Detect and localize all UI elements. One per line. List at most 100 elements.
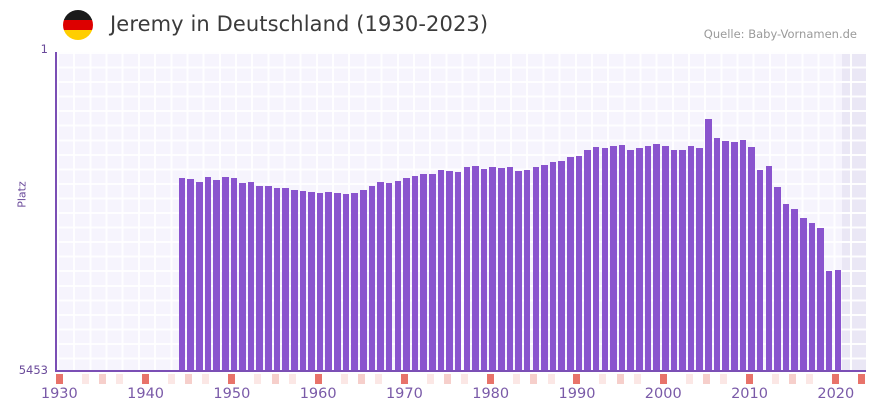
bar[interactable]	[290, 190, 298, 370]
bar[interactable]	[515, 171, 522, 370]
bar[interactable]	[247, 182, 255, 370]
bar[interactable]	[636, 148, 643, 370]
bar[interactable]	[627, 150, 634, 370]
x-axis-label: 1950	[213, 386, 251, 402]
bar[interactable]	[299, 191, 307, 370]
bar[interactable]	[774, 187, 781, 370]
bar[interactable]	[342, 194, 350, 370]
bar[interactable]	[670, 150, 678, 370]
bar[interactable]	[825, 271, 833, 370]
x-axis-tick-major	[314, 374, 322, 384]
bar[interactable]	[506, 167, 514, 370]
bar[interactable]	[351, 193, 358, 370]
bar[interactable]	[437, 170, 445, 370]
bar[interactable]	[541, 165, 548, 370]
bar[interactable]	[705, 119, 712, 370]
bar[interactable]	[178, 178, 186, 370]
bar[interactable]	[334, 193, 341, 370]
bar[interactable]	[834, 270, 842, 370]
bar[interactable]	[601, 148, 609, 370]
bar[interactable]	[722, 141, 729, 370]
bar[interactable]	[187, 179, 194, 370]
bar[interactable]	[739, 140, 747, 370]
bar[interactable]	[800, 218, 807, 370]
bar[interactable]	[575, 156, 583, 370]
bar[interactable]	[316, 193, 324, 370]
bar[interactable]	[454, 172, 462, 370]
bar[interactable]	[230, 178, 238, 370]
x-axis-tick-major	[832, 374, 840, 384]
bar[interactable]	[368, 186, 376, 370]
bar[interactable]	[403, 178, 410, 370]
bar[interactable]	[730, 142, 738, 370]
bar[interactable]	[808, 223, 816, 370]
x-axis-tick-minor	[81, 374, 89, 384]
bar[interactable]	[282, 188, 289, 370]
source-attribution: Quelle: Baby-Vornamen.de	[703, 27, 857, 41]
x-axis-tick-minor	[340, 374, 348, 384]
bar[interactable]	[696, 148, 704, 370]
bar[interactable]	[679, 150, 686, 370]
bar[interactable]	[420, 174, 427, 370]
bar[interactable]	[196, 182, 203, 370]
bar[interactable]	[618, 145, 626, 370]
bar[interactable]	[472, 166, 479, 370]
bar[interactable]	[204, 177, 212, 370]
x-axis-tick-major	[55, 374, 63, 384]
y-axis-tick-top: 1	[40, 42, 48, 56]
bar[interactable]	[239, 183, 246, 370]
bar[interactable]	[687, 146, 695, 370]
x-axis-tick-minor	[254, 374, 262, 384]
bar[interactable]	[661, 146, 669, 370]
x-axis-label: 1930	[40, 386, 78, 402]
bar[interactable]	[463, 167, 471, 370]
bar[interactable]	[756, 170, 764, 370]
bar[interactable]	[532, 167, 540, 370]
bar[interactable]	[610, 146, 617, 370]
bar[interactable]	[791, 209, 798, 370]
plot-area	[55, 52, 866, 372]
bar[interactable]	[644, 146, 652, 370]
bar[interactable]	[765, 166, 773, 370]
bar[interactable]	[523, 170, 531, 370]
bar[interactable]	[653, 144, 660, 370]
bar[interactable]	[360, 190, 367, 370]
x-axis-tick-minor	[357, 374, 365, 384]
bar[interactable]	[213, 180, 220, 370]
bar[interactable]	[308, 192, 315, 370]
german-flag-icon	[63, 10, 93, 40]
x-axis-tick-minor	[426, 374, 434, 384]
bar[interactable]	[429, 174, 436, 370]
y-axis-title: Platz	[15, 181, 29, 208]
bar[interactable]	[385, 183, 393, 370]
x-axis-tick-minor	[771, 374, 779, 384]
bar[interactable]	[394, 181, 402, 370]
x-axis-tick-minor	[444, 374, 452, 384]
bar[interactable]	[567, 157, 574, 370]
x-axis-tick-major	[142, 374, 150, 384]
x-axis-ticks	[55, 374, 866, 384]
bar[interactable]	[549, 162, 557, 370]
x-axis-label: 2010	[731, 386, 768, 402]
bar[interactable]	[411, 176, 419, 370]
bar[interactable]	[256, 186, 264, 370]
bar[interactable]	[377, 182, 384, 370]
bar[interactable]	[748, 147, 755, 370]
x-axis-tick-minor	[167, 374, 175, 384]
bar[interactable]	[713, 138, 721, 370]
bar[interactable]	[446, 171, 453, 370]
bar[interactable]	[265, 186, 272, 370]
bar[interactable]	[782, 204, 790, 370]
bar[interactable]	[325, 192, 333, 370]
x-axis-label: 1980	[472, 386, 510, 402]
bar[interactable]	[489, 167, 496, 370]
bar[interactable]	[817, 228, 824, 370]
bar[interactable]	[558, 161, 565, 370]
bar[interactable]	[480, 169, 488, 370]
bar[interactable]	[592, 147, 600, 370]
bar[interactable]	[273, 188, 281, 370]
x-axis-tick-minor	[461, 374, 469, 384]
bar[interactable]	[584, 150, 591, 370]
bar[interactable]	[221, 177, 229, 370]
bar[interactable]	[498, 168, 505, 370]
